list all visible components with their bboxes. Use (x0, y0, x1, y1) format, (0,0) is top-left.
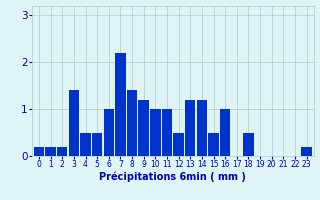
Bar (150, 109, 161, 156)
Bar (185, 100, 196, 156)
Bar (34, 147, 44, 156)
Bar (80, 133, 91, 156)
Bar (243, 133, 254, 156)
Bar (92, 133, 102, 156)
Bar (162, 109, 172, 156)
Bar (208, 133, 219, 156)
Bar (104, 109, 114, 156)
Bar (57, 147, 68, 156)
X-axis label: Précipitations 6min ( mm ): Précipitations 6min ( mm ) (100, 172, 246, 182)
Bar (127, 90, 137, 156)
Bar (139, 100, 149, 156)
Bar (173, 133, 184, 156)
Bar (45, 147, 56, 156)
Bar (69, 90, 79, 156)
Bar (301, 147, 312, 156)
Bar (115, 53, 126, 156)
Bar (197, 100, 207, 156)
Bar (220, 109, 230, 156)
